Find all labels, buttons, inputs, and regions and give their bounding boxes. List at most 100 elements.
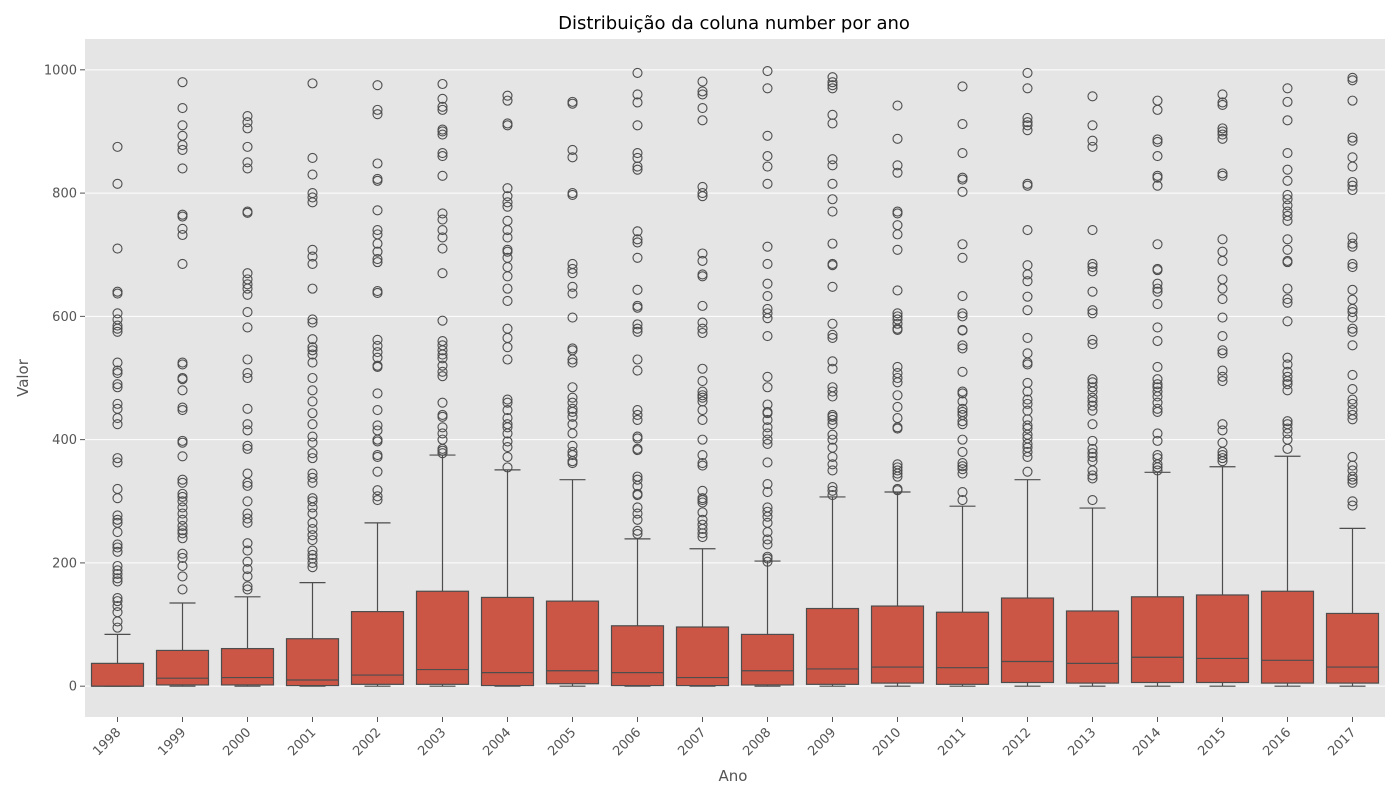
outlier-point — [1087, 305, 1098, 316]
outlier-point — [437, 345, 448, 356]
y-tick-label: 400 — [52, 433, 77, 448]
outlier-point — [892, 485, 903, 496]
outlier-point — [697, 248, 708, 259]
box-iqr — [610, 625, 665, 687]
outlier-point — [957, 416, 968, 427]
outlier-point — [242, 157, 253, 168]
outlier-point — [1347, 180, 1358, 191]
outlier-point — [242, 207, 253, 218]
outlier-point — [242, 268, 253, 279]
outlier-point — [1087, 465, 1098, 476]
outlier-point — [242, 556, 253, 567]
outlier-point — [1087, 258, 1098, 270]
outlier-point — [892, 285, 903, 296]
outlier-point — [1152, 104, 1163, 115]
outlier-point — [112, 357, 123, 368]
outlier-point — [957, 396, 968, 407]
outlier-point — [502, 462, 513, 473]
outlier-point — [1022, 386, 1033, 397]
outlier-point — [372, 405, 383, 416]
outlier-point — [437, 129, 448, 140]
outlier-point — [1347, 262, 1358, 273]
outlier-point — [1087, 392, 1098, 403]
outlier-point — [1152, 435, 1163, 446]
outlier-point — [567, 288, 578, 299]
outlier-point — [1217, 425, 1228, 436]
outlier-point — [1217, 89, 1228, 100]
box-2006 — [610, 67, 665, 687]
outlier-point — [1217, 170, 1228, 181]
outlier-point — [437, 448, 448, 459]
outlier-point — [372, 205, 383, 216]
outlier-point — [177, 139, 188, 151]
outlier-point — [957, 186, 968, 197]
outlier-point — [1087, 374, 1098, 385]
outlier-point — [632, 226, 643, 237]
box-iqr — [1260, 590, 1315, 684]
outlier-point — [697, 327, 708, 339]
outlier-point — [567, 144, 578, 155]
outlier-point — [112, 382, 123, 393]
outlier-point — [827, 356, 838, 367]
outlier-point — [1152, 386, 1163, 397]
outlier-point — [827, 411, 838, 422]
y-axis-ticks: 0 200 400 600 800 1000 — [44, 63, 85, 695]
outlier-point — [827, 178, 838, 189]
outlier-point — [697, 507, 708, 518]
outlier-point — [112, 565, 123, 576]
outlier-point — [1347, 323, 1358, 334]
outlier-point — [1347, 95, 1358, 106]
outlier-point — [1347, 460, 1358, 471]
outlier-point — [697, 528, 708, 539]
outlier-point — [177, 571, 188, 582]
outlier-point — [1152, 322, 1163, 333]
outlier-point — [437, 353, 448, 364]
outlier-point — [957, 119, 968, 130]
outlier-point — [762, 308, 773, 319]
outlier-point — [437, 445, 448, 456]
outlier-point — [1087, 419, 1098, 430]
outlier-point — [1217, 371, 1228, 382]
outlier-point — [762, 438, 773, 450]
box-2003 — [415, 78, 470, 687]
outlier-point — [1347, 238, 1358, 249]
outlier-point — [632, 284, 643, 295]
outlier-point — [502, 436, 513, 447]
outlier-point — [437, 101, 448, 112]
outlier-point — [502, 225, 513, 236]
outlier-point — [1152, 151, 1163, 162]
outlier-point — [1282, 210, 1293, 221]
outlier-point — [892, 308, 903, 319]
outlier-point — [632, 414, 643, 425]
outlier-point — [372, 334, 383, 345]
box-iqr — [675, 626, 730, 687]
outlier-point — [242, 477, 253, 488]
outlier-point — [437, 151, 448, 162]
outlier-point — [1347, 340, 1358, 351]
outlier-point — [1022, 112, 1033, 123]
outlier-point — [307, 562, 318, 573]
outlier-point — [892, 133, 903, 144]
outlier-point — [827, 451, 838, 462]
outlier-point — [242, 123, 253, 134]
outlier-point — [762, 486, 773, 498]
outlier-point — [112, 413, 123, 424]
outlier-point — [1347, 241, 1358, 252]
outlier-point — [1217, 348, 1228, 359]
outlier-point — [567, 357, 578, 368]
outlier-point — [762, 161, 773, 172]
outlier-point — [1347, 384, 1358, 395]
outlier-point — [567, 411, 578, 422]
box-2011 — [935, 81, 990, 687]
outlier-point — [827, 77, 838, 88]
outlier-point — [502, 246, 513, 257]
y-tick-label: 0 — [69, 680, 77, 695]
box-iqr — [1325, 612, 1380, 684]
outlier-point — [762, 178, 773, 189]
box-2013 — [1065, 91, 1120, 687]
outlier-point — [1217, 365, 1228, 376]
outlier-point — [502, 283, 513, 294]
outlier-point — [892, 361, 903, 372]
outlier-point — [372, 246, 383, 257]
outlier-point — [242, 513, 253, 524]
